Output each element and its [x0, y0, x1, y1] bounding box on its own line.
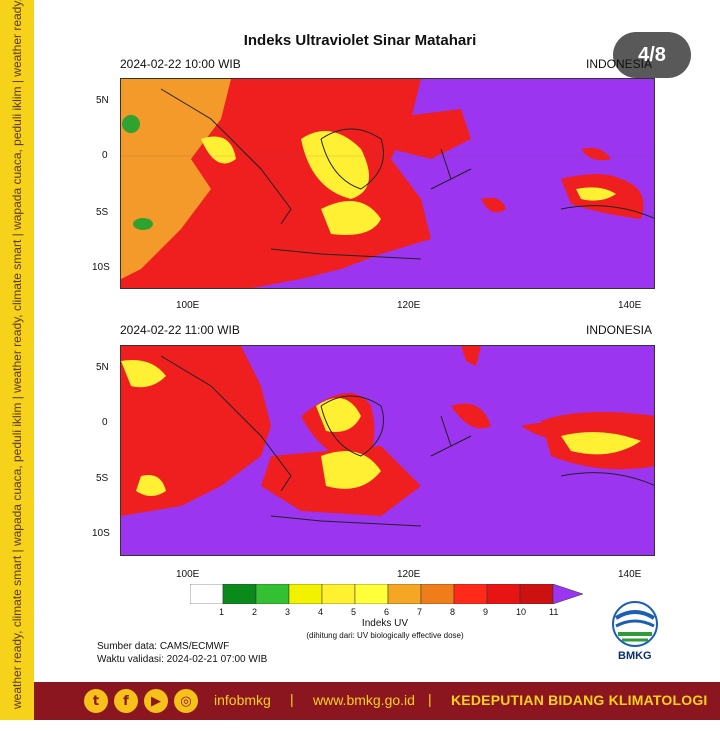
panel2-lon-140e: 140E	[618, 569, 642, 580]
colorbar-segment	[222, 583, 257, 605]
colorbar-segment	[354, 583, 389, 605]
instagram-icon[interactable]: ◎	[174, 689, 198, 713]
coastline-sulawesi	[430, 148, 472, 190]
panel1-lon-140e: 140E	[618, 300, 642, 311]
youtube-icon[interactable]: ▶	[144, 689, 168, 713]
bmkg-logo-text: BMKG	[618, 650, 652, 662]
coastline-sumatra	[160, 355, 292, 492]
coastline-papua	[560, 205, 654, 219]
uv-map-1-svg	[121, 79, 654, 288]
uv-yellow-patch-1	[301, 131, 369, 199]
panel1-lat-5n: 5N	[96, 95, 109, 106]
bmkg-logo	[610, 600, 660, 648]
panel1-lat-0: 0	[102, 150, 108, 161]
validity-line: Waktu validasi: 2024-02-21 07:00 WIB	[97, 654, 268, 665]
colorbar-segment	[519, 583, 554, 605]
colorbar-arrow	[552, 583, 584, 605]
footer-bottom-spacer	[0, 720, 720, 731]
uv-map-panel-2	[120, 345, 655, 556]
bmkg-logo-icon	[612, 601, 658, 647]
colorbar-segment	[420, 583, 455, 605]
colorbar-segment	[288, 583, 323, 605]
panel1-lat-10s: 10S	[92, 262, 110, 273]
legend-tick-label: 11	[549, 607, 559, 617]
coastline-sumatra	[160, 88, 292, 225]
legend-tick-label: 6	[384, 607, 390, 617]
legend-tick-label: 5	[351, 607, 357, 617]
colorbar-segment	[189, 583, 224, 605]
panel2-lat-5s: 5S	[96, 473, 109, 484]
legend-tick-label: 7	[417, 607, 423, 617]
uv-colorbar	[189, 583, 585, 605]
panel1-datetime: 2024-02-22 10:00 WIB	[120, 57, 241, 71]
panel2-datetime: 2024-02-22 11:00 WIB	[120, 323, 240, 337]
uv-map-panel-1	[120, 78, 655, 289]
uv-yellow-patch-2	[321, 201, 381, 235]
legend-note: (dihitung dari: UV biologically effectiv…	[306, 631, 464, 640]
footer-separator-1: |	[290, 691, 294, 707]
panel1-lon-120e: 120E	[397, 300, 421, 311]
uv-red-patch-4	[481, 197, 506, 213]
legend-tick-label: 1	[219, 607, 225, 617]
colorbar-segment	[486, 583, 521, 605]
uv-yellow-west-1	[121, 360, 166, 388]
uv-yellow-west-2	[136, 475, 166, 496]
footer-separator-2: |	[428, 691, 432, 707]
colorbar-segment	[321, 583, 356, 605]
side-strip: weather ready, climate smart | wapada cu…	[0, 0, 34, 720]
legend-title: Indeks UV	[361, 618, 409, 629]
uv-green-cell-1	[122, 115, 140, 133]
footer-bar: t f ▶ ◎ infobmkg | www.bmkg.go.id | KEDE…	[34, 682, 720, 720]
panel2-lon-120e: 120E	[397, 569, 421, 580]
legend-tick-label: 10	[516, 607, 527, 617]
colorbar-segment	[387, 583, 422, 605]
side-tagline: weather ready, climate smart | wapada cu…	[10, 0, 24, 709]
footer-handle[interactable]: infobmkg	[214, 692, 271, 708]
uv-yellow-patch-4	[576, 187, 616, 201]
coastline-java	[270, 515, 422, 527]
legend-tick-label: 2	[252, 607, 258, 617]
colorbar-segment	[255, 583, 290, 605]
panel2-region: INDONESIA	[586, 323, 653, 337]
panel2-lat-5n: 5N	[96, 362, 109, 373]
colorbar-segment	[453, 583, 488, 605]
coastline-borneo	[320, 395, 384, 457]
uv-red-patch-3	[581, 147, 611, 161]
coastline-borneo	[320, 128, 384, 190]
source-line: Sumber data: CAMS/ECMWF	[97, 641, 230, 652]
twitter-icon[interactable]: t	[84, 689, 108, 713]
coastline-sulawesi	[430, 415, 472, 457]
uv-red-patch-1	[381, 109, 471, 159]
coastline-java	[270, 248, 422, 260]
colorbar-svg	[189, 583, 584, 605]
coastline-papua	[560, 472, 654, 486]
legend-tick-label: 8	[450, 607, 456, 617]
legend-tick-label: 4	[318, 607, 324, 617]
panel1-lat-5s: 5S	[96, 207, 109, 218]
uv-red-patch-1	[451, 403, 491, 429]
uv-green-cell-2	[133, 218, 153, 230]
panel1-lon-100e: 100E	[176, 300, 200, 311]
footer-department: KEDEPUTIAN BIDANG KLIMATOLOGI	[451, 692, 708, 708]
uv-yellow-central	[321, 451, 381, 489]
panel2-lat-0: 0	[102, 417, 108, 428]
panel2-lat-10s: 10S	[92, 528, 110, 539]
uv-red-north	[461, 346, 481, 366]
uv-yellow-patch-3	[201, 136, 236, 164]
page-indicator[interactable]: 4/8	[613, 32, 691, 78]
legend-tick-label: 3	[285, 607, 291, 617]
map-title: Indeks Ultraviolet Sinar Matahari	[243, 32, 477, 49]
panel2-lon-100e: 100E	[176, 569, 200, 580]
uv-map-2-svg	[121, 346, 654, 555]
uv-red-west	[121, 346, 271, 516]
legend-tick-label: 9	[483, 607, 489, 617]
uv-yellow-east	[561, 432, 641, 455]
facebook-icon[interactable]: f	[114, 689, 138, 713]
panel1-region: INDONESIA	[586, 57, 653, 71]
footer-website[interactable]: www.bmkg.go.id	[313, 692, 415, 708]
